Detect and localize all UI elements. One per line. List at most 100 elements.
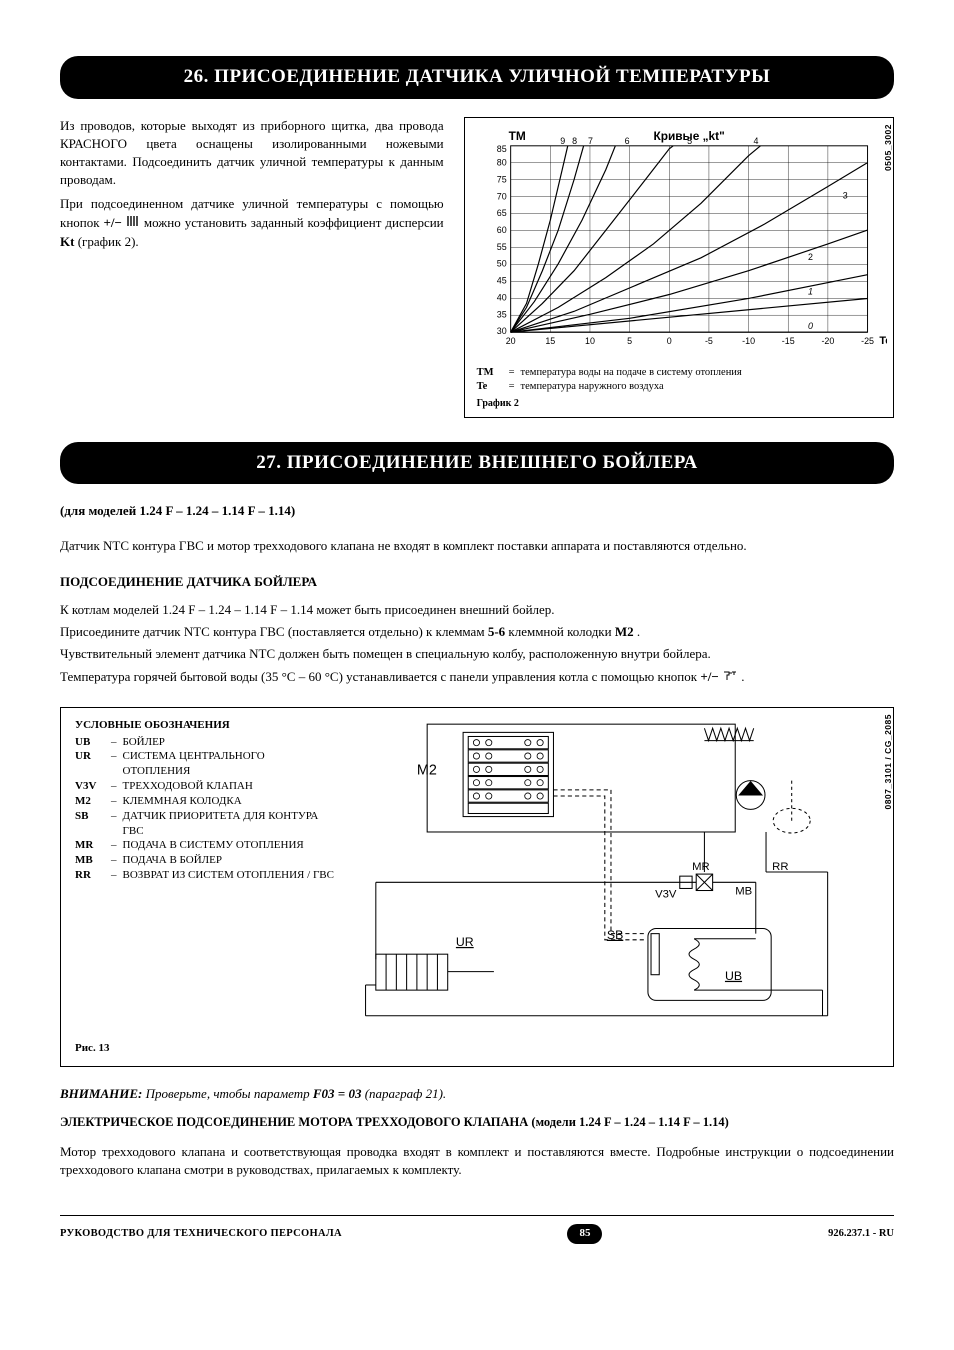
section-27-body: (для моделей 1.24 F – 1.24 – 1.14 F – 1.… <box>60 502 894 686</box>
legend-item: MR–ПОДАЧА В СИСТЕМУ ОТОПЛЕНИЯ <box>75 838 335 853</box>
svg-text:15: 15 <box>545 336 555 346</box>
svg-text:V3V: V3V <box>655 888 677 900</box>
s27-p5-a: Температура горячей бытовой воды (35 °C … <box>60 669 700 684</box>
chart-tm-label: TM <box>508 128 525 142</box>
diagram-side-code: 0807_3101 / CG_2085 <box>883 714 895 810</box>
svg-text:2: 2 <box>808 251 813 261</box>
warning-line: ВНИМАНИЕ: Проверьте, чтобы параметр F03 … <box>60 1085 894 1103</box>
diagram-legend: УСЛОВНЫЕ ОБОЗНАЧЕНИЯ UB–БОЙЛЕР UR–СИСТЕМ… <box>75 718 335 1031</box>
legend-item: V3V–ТРЕХХОДОВОЙ КЛАПАН <box>75 779 335 794</box>
diagram-schematic: M2 MR RR <box>345 718 879 1031</box>
s27-para1: Датчик NTC контура ГВС и мотор трехходов… <box>60 537 894 555</box>
elec-head: ЭЛЕКТРИЧЕСКОЕ ПОДСОЕДИНЕНИЕ МОТОРА ТРЕХХ… <box>60 1114 894 1132</box>
s27-p3-m2: M2 <box>615 624 634 639</box>
chart-grafik-label: График 2 <box>477 397 881 411</box>
svg-text:4: 4 <box>753 135 758 145</box>
svg-text:65: 65 <box>496 208 506 218</box>
s27-para3: Присоедините датчик NTC контура ГВС (пос… <box>60 623 894 641</box>
warning-a: Проверьте, чтобы параметр <box>146 1086 313 1101</box>
svg-text:MB: MB <box>735 885 752 897</box>
svg-text:6: 6 <box>624 135 629 145</box>
svg-text:45: 45 <box>496 275 506 285</box>
s26-p2-kt: Kt <box>60 234 74 249</box>
svg-text:-15: -15 <box>781 336 794 346</box>
chart-legend: TM = температура воды на подаче в систем… <box>471 362 887 411</box>
diagram-box: 0807_3101 / CG_2085 УСЛОВНЫЕ ОБОЗНАЧЕНИЯ… <box>60 707 894 1068</box>
s27-p3-b: клеммной колодки <box>508 624 614 639</box>
svg-text:35: 35 <box>496 309 506 319</box>
s27-p5-btn: +/− <box>700 669 718 684</box>
chart-grid-h <box>510 162 867 314</box>
chart-leg-eq1: = <box>509 366 515 381</box>
s26-p2-btn: +/− <box>104 215 122 230</box>
svg-text:80: 80 <box>496 157 506 167</box>
svg-text:5: 5 <box>687 135 692 145</box>
svg-text:SB: SB <box>607 927 623 941</box>
section-26-text: Из проводов, которые выходят из приборно… <box>60 117 444 418</box>
warning-f03: F03 = 03 <box>313 1086 362 1101</box>
svg-text:M2: M2 <box>417 762 437 778</box>
section-26-header: 26. ПРИСОЕДИНЕНИЕ ДАТЧИКА УЛИЧНОЙ ТЕМПЕР… <box>60 56 894 99</box>
s27-p3-a: Присоедините датчик NTC контура ГВС (пос… <box>60 624 488 639</box>
legend-item: SB–ДАТЧИК ПРИОРИТЕТА ДЛЯ КОНТУРА ГВС <box>75 809 335 839</box>
footer-right: 926.237.1 - RU <box>828 1227 894 1242</box>
svg-text:5: 5 <box>627 336 632 346</box>
chart-leg-eq2: = <box>509 380 515 395</box>
s27-p3-kl: 5-6 <box>488 624 505 639</box>
svg-text:85: 85 <box>496 143 506 153</box>
s27-subhead: ПОДСОЕДИНЕНИЕ ДАТЧИКА БОЙЛЕРА <box>60 573 894 591</box>
svg-text:75: 75 <box>496 174 506 184</box>
svg-text:50: 50 <box>496 258 506 268</box>
footer-left: РУКОВОДСТВО ДЛЯ ТЕХНИЧЕСКОГО ПЕРСОНАЛА <box>60 1227 342 1242</box>
schematic-svg: M2 MR RR <box>345 718 879 1026</box>
elec-para: Мотор трехходового клапана и соответству… <box>60 1143 894 1179</box>
svg-text:20: 20 <box>505 336 515 346</box>
svg-text:7: 7 <box>588 135 593 145</box>
svg-text:UR: UR <box>456 935 474 949</box>
s26-p2-c: (график 2). <box>78 234 139 249</box>
chart-side-code: 0505_3002 <box>883 124 895 171</box>
s26-para1: Из проводов, которые выходят из приборно… <box>60 117 444 190</box>
svg-text:8: 8 <box>572 135 577 145</box>
svg-text:-25: -25 <box>861 336 874 346</box>
svg-text:1: 1 <box>808 286 813 296</box>
chart-xticks: 201510 50-5 -10-15-20 -25 <box>505 336 873 346</box>
section-27-header: 27. ПРИСОЕДИНЕНИЕ ВНЕШНЕГО БОЙЛЕРА <box>60 442 894 485</box>
s27-para4: Чувствительный элемент датчика NTC долже… <box>60 645 894 663</box>
diagram-legend-title: УСЛОВНЫЕ ОБОЗНАЧЕНИЯ <box>75 718 335 733</box>
chart-leg-tm-desc: температура воды на подаче в систему ото… <box>521 366 742 381</box>
svg-text:-10: -10 <box>742 336 755 346</box>
warning-b: (параграф 21). <box>365 1086 446 1101</box>
svg-text:UB: UB <box>725 969 742 983</box>
warning-lead: ВНИМАНИЕ: <box>60 1086 142 1101</box>
s27-p5-b: . <box>741 669 744 684</box>
svg-text:30: 30 <box>496 326 506 336</box>
s27-para2: К котлам моделей 1.24 F – 1.24 – 1.14 F … <box>60 601 894 619</box>
s27-models: (для моделей 1.24 F – 1.24 – 1.14 F – 1.… <box>60 502 894 520</box>
s27-para5: Температура горячей бытовой воды (35 °C … <box>60 668 894 687</box>
tap-icon <box>722 669 738 687</box>
legend-item: UR–СИСТЕМА ЦЕНТРАЛЬНОГО ОТОПЛЕНИЯ <box>75 749 335 779</box>
s26-para2: При подсоединенном датчике уличной темпе… <box>60 195 444 250</box>
chart-leg-te: Te <box>477 380 503 395</box>
svg-text:RR: RR <box>772 861 788 873</box>
legend-item: MB–ПОДАЧА В БОЙЛЕР <box>75 853 335 868</box>
svg-text:10: 10 <box>585 336 595 346</box>
svg-text:9: 9 <box>560 135 565 145</box>
svg-text:60: 60 <box>496 225 506 235</box>
s27-p3-c: . <box>637 624 640 639</box>
legend-item: RR–ВОЗВРАТ ИЗ СИСТЕМ ОТОПЛЕНИЯ / ГВС <box>75 868 335 883</box>
chart-te-axis: Te <box>879 335 887 347</box>
svg-text:40: 40 <box>496 292 506 302</box>
chart-yticks: 303540 455055 606570 758085 <box>496 143 506 335</box>
chart-leg-tm: TM <box>477 366 503 381</box>
svg-text:3: 3 <box>842 190 847 200</box>
figure-label: Рис. 13 <box>75 1041 879 1056</box>
chart-curves <box>510 145 867 331</box>
legend-item: M2–КЛЕММНАЯ КОЛОДКА <box>75 794 335 809</box>
svg-text:0: 0 <box>808 321 813 331</box>
svg-text:MR: MR <box>692 861 710 873</box>
page-footer: РУКОВОДСТВО ДЛЯ ТЕХНИЧЕСКОГО ПЕРСОНАЛА 8… <box>60 1215 894 1243</box>
page-number-badge: 85 <box>567 1224 602 1243</box>
svg-text:70: 70 <box>496 191 506 201</box>
